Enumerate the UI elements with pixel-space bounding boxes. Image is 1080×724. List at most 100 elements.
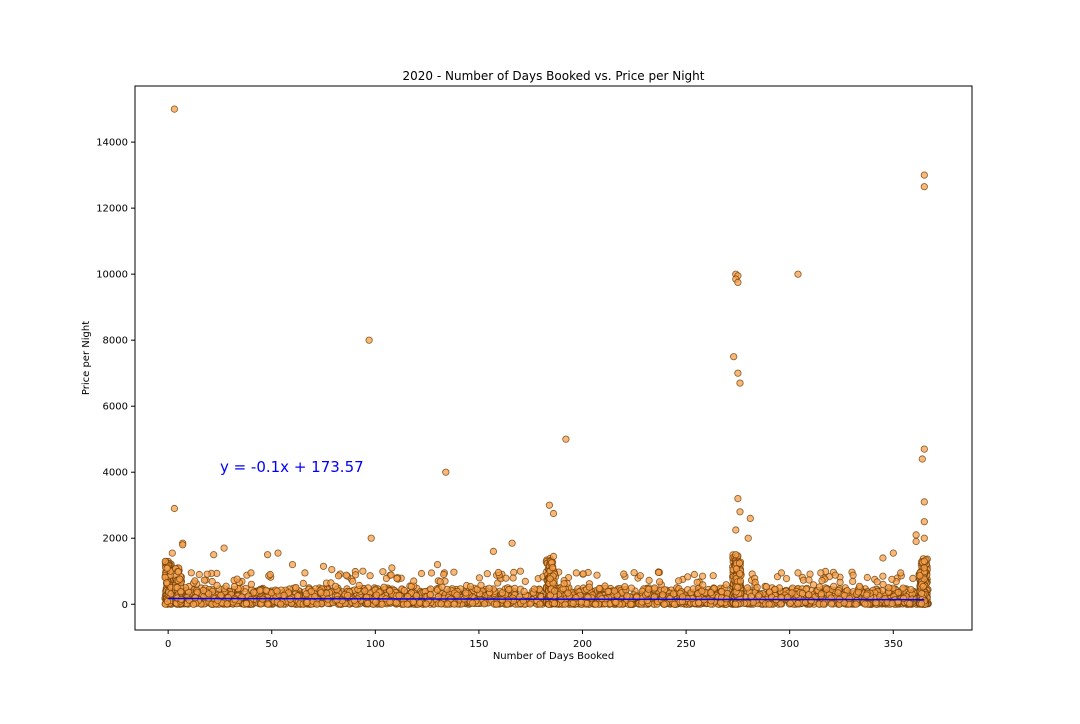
data-point bbox=[516, 567, 525, 575]
data-point bbox=[731, 600, 740, 608]
data-point bbox=[734, 369, 742, 377]
data-point bbox=[546, 575, 554, 583]
data-point bbox=[509, 574, 517, 582]
data-point bbox=[366, 572, 374, 580]
data-point bbox=[805, 576, 813, 584]
data-point bbox=[508, 539, 516, 547]
data-point bbox=[861, 600, 869, 608]
y-tick-label: 10000 bbox=[96, 270, 128, 281]
data-point bbox=[562, 435, 570, 443]
data-point bbox=[250, 588, 258, 596]
data-point bbox=[266, 570, 274, 579]
data-point bbox=[210, 551, 218, 559]
data-point bbox=[863, 573, 871, 582]
data-point bbox=[899, 584, 907, 592]
y-tick-label: 4000 bbox=[103, 468, 128, 479]
data-point bbox=[920, 564, 928, 572]
data-point bbox=[872, 599, 880, 607]
data-point bbox=[707, 597, 715, 605]
data-point bbox=[722, 581, 730, 589]
data-point bbox=[755, 592, 763, 600]
data-point bbox=[450, 600, 458, 608]
x-tick-label: 0 bbox=[165, 639, 171, 650]
data-point bbox=[762, 583, 771, 591]
data-point bbox=[592, 600, 600, 608]
data-point bbox=[545, 501, 554, 509]
data-point bbox=[749, 598, 757, 607]
data-point bbox=[815, 583, 824, 591]
data-point bbox=[349, 577, 357, 585]
data-point bbox=[163, 579, 171, 587]
x-tick-label: 350 bbox=[884, 639, 903, 650]
data-point bbox=[191, 594, 199, 602]
data-point bbox=[292, 583, 300, 592]
data-point bbox=[753, 583, 761, 591]
data-point bbox=[654, 568, 663, 577]
data-point bbox=[550, 587, 559, 595]
data-point bbox=[350, 596, 358, 604]
data-point bbox=[888, 599, 896, 608]
data-point bbox=[788, 589, 796, 597]
data-point bbox=[462, 589, 470, 597]
data-point bbox=[831, 571, 839, 579]
data-point bbox=[912, 537, 920, 546]
data-point bbox=[794, 599, 802, 608]
data-point bbox=[823, 585, 831, 593]
data-point bbox=[834, 589, 842, 597]
data-point bbox=[917, 600, 926, 608]
data-point bbox=[387, 571, 395, 579]
data-point bbox=[690, 570, 699, 579]
data-point bbox=[897, 569, 905, 577]
data-point bbox=[620, 570, 628, 578]
data-point bbox=[222, 582, 230, 590]
data-point bbox=[564, 589, 572, 597]
data-point bbox=[912, 531, 920, 539]
data-point bbox=[817, 569, 825, 577]
data-point bbox=[920, 183, 928, 191]
data-point bbox=[674, 577, 683, 585]
y-axis-label: Price per Night bbox=[81, 321, 92, 395]
data-point bbox=[530, 585, 538, 593]
data-point bbox=[230, 582, 238, 591]
data-point bbox=[403, 600, 411, 608]
data-point bbox=[380, 583, 388, 591]
data-point bbox=[247, 569, 255, 577]
data-point bbox=[798, 589, 807, 598]
data-point bbox=[920, 518, 928, 526]
data-point bbox=[264, 600, 272, 608]
data-point bbox=[610, 587, 619, 595]
data-point bbox=[894, 588, 902, 597]
data-point bbox=[480, 600, 489, 608]
data-point bbox=[732, 551, 740, 559]
data-point bbox=[317, 589, 325, 597]
data-point bbox=[392, 599, 400, 607]
data-point bbox=[386, 598, 394, 606]
data-point bbox=[433, 560, 442, 569]
data-point bbox=[918, 455, 926, 463]
data-point bbox=[862, 591, 871, 599]
data-point bbox=[920, 445, 928, 453]
data-point bbox=[177, 595, 185, 604]
y-tick-label: 6000 bbox=[103, 402, 128, 413]
data-point bbox=[669, 590, 678, 598]
data-point bbox=[734, 278, 742, 286]
data-point bbox=[477, 581, 485, 589]
data-point bbox=[301, 569, 309, 577]
data-point bbox=[818, 576, 826, 585]
data-point bbox=[410, 577, 418, 585]
data-point bbox=[388, 564, 396, 572]
data-point bbox=[852, 600, 860, 608]
data-point bbox=[593, 571, 601, 579]
regression-line bbox=[168, 597, 925, 601]
data-point bbox=[718, 587, 726, 596]
data-point bbox=[179, 541, 187, 549]
data-point bbox=[468, 599, 477, 607]
data-point bbox=[412, 592, 420, 600]
data-point bbox=[199, 586, 207, 595]
data-point bbox=[386, 587, 394, 595]
data-point bbox=[670, 600, 679, 608]
plot-frame bbox=[134, 85, 973, 631]
data-point bbox=[549, 552, 558, 561]
data-point bbox=[736, 508, 744, 516]
data-point bbox=[288, 560, 297, 569]
